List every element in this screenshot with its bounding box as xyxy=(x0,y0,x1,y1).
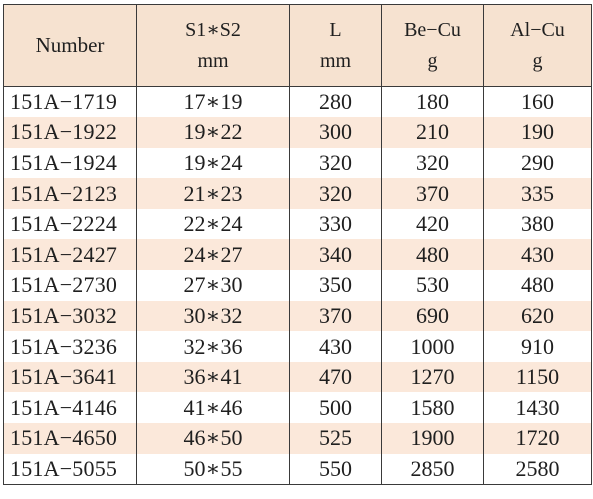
cell-size: 22∗24 xyxy=(136,208,290,240)
header-label: Number xyxy=(35,33,105,58)
table-row: 151A−2224 22∗24 330 420 380 xyxy=(3,208,592,240)
cell-al-cu: 1150 xyxy=(483,361,592,393)
header-label: Be−Cu xyxy=(404,18,461,41)
cell-size: 17∗19 xyxy=(136,86,290,118)
table-row: 151A−2730 27∗30 350 530 480 xyxy=(3,270,592,301)
cell-al-cu: 2580 xyxy=(483,453,592,485)
cell-length: 320 xyxy=(289,178,382,209)
cell-length: 550 xyxy=(289,453,382,485)
cell-al-cu: 380 xyxy=(483,208,592,240)
cell-number: 151A−1924 xyxy=(3,147,137,179)
header-label: L xyxy=(329,18,342,41)
cell-length: 340 xyxy=(289,239,382,271)
cell-size: 41∗46 xyxy=(136,392,290,424)
table-row: 151A−3032 30∗32 370 690 620 xyxy=(3,300,592,332)
cell-size: 32∗36 xyxy=(136,331,290,362)
cell-be-cu: 370 xyxy=(381,178,484,209)
cell-al-cu: 430 xyxy=(483,239,592,271)
table-body: 151A−1719 17∗19 280 180 160 151A−1922 19… xyxy=(3,86,592,485)
cell-length: 280 xyxy=(289,86,382,118)
cell-al-cu: 160 xyxy=(483,86,592,118)
cell-al-cu: 290 xyxy=(483,147,592,179)
cell-size: 30∗32 xyxy=(136,300,290,332)
table-row: 151A−4146 41∗46 500 1580 1430 xyxy=(3,392,592,424)
cell-be-cu: 420 xyxy=(381,208,484,240)
header-label: S1∗S2 xyxy=(185,18,241,41)
cell-number: 151A−1922 xyxy=(3,117,137,148)
header-unit: g xyxy=(532,49,543,72)
cell-length: 330 xyxy=(289,208,382,240)
cell-length: 525 xyxy=(289,423,382,454)
cell-al-cu: 620 xyxy=(483,300,592,332)
table-row: 151A−2427 24∗27 340 480 430 xyxy=(3,239,592,271)
cell-be-cu: 2850 xyxy=(381,453,484,485)
cell-number: 151A−4146 xyxy=(3,392,137,424)
header-unit: mm xyxy=(319,49,352,72)
cell-al-cu: 910 xyxy=(483,331,592,362)
cell-number: 151A−5055 xyxy=(3,453,137,485)
header-number: Number xyxy=(3,4,137,87)
header-label: Al−Cu xyxy=(510,18,565,41)
cell-number: 151A−3641 xyxy=(3,361,137,393)
cell-length: 370 xyxy=(289,300,382,332)
cell-length: 430 xyxy=(289,331,382,362)
table-row: 151A−5055 50∗55 550 2850 2580 xyxy=(3,453,592,485)
table-row: 151A−1719 17∗19 280 180 160 xyxy=(3,86,592,118)
cell-size: 27∗30 xyxy=(136,270,290,301)
header-row: Number S1∗S2 mm L mm Be−Cu g Al−Cu g xyxy=(3,4,592,87)
cell-number: 151A−2730 xyxy=(3,270,137,301)
cell-number: 151A−2123 xyxy=(3,178,137,209)
cell-be-cu: 530 xyxy=(381,270,484,301)
header-size: S1∗S2 mm xyxy=(136,4,290,87)
cell-number: 151A−3032 xyxy=(3,300,137,332)
header-be-cu: Be−Cu g xyxy=(381,4,484,87)
table-row: 151A−1922 19∗22 300 210 190 xyxy=(3,117,592,148)
spec-table: Number S1∗S2 mm L mm Be−Cu g Al−Cu g xyxy=(3,4,592,485)
cell-length: 350 xyxy=(289,270,382,301)
cell-be-cu: 1900 xyxy=(381,423,484,454)
header-unit: g xyxy=(427,49,438,72)
cell-length: 470 xyxy=(289,361,382,393)
spec-table-container: Number S1∗S2 mm L mm Be−Cu g Al−Cu g xyxy=(3,4,592,496)
table-row: 151A−3236 32∗36 430 1000 910 xyxy=(3,331,592,362)
cell-al-cu: 1720 xyxy=(483,423,592,454)
cell-be-cu: 1000 xyxy=(381,331,484,362)
cell-al-cu: 335 xyxy=(483,178,592,209)
table-row: 151A−3641 36∗41 470 1270 1150 xyxy=(3,361,592,393)
cell-number: 151A−3236 xyxy=(3,331,137,362)
cell-size: 50∗55 xyxy=(136,453,290,485)
table-row: 151A−2123 21∗23 320 370 335 xyxy=(3,178,592,209)
cell-length: 320 xyxy=(289,147,382,179)
cell-al-cu: 1430 xyxy=(483,392,592,424)
cell-size: 36∗41 xyxy=(136,361,290,393)
cell-size: 24∗27 xyxy=(136,239,290,271)
cell-be-cu: 180 xyxy=(381,86,484,118)
cell-be-cu: 480 xyxy=(381,239,484,271)
cell-be-cu: 210 xyxy=(381,117,484,148)
cell-be-cu: 690 xyxy=(381,300,484,332)
table-header: Number S1∗S2 mm L mm Be−Cu g Al−Cu g xyxy=(3,4,592,87)
cell-al-cu: 480 xyxy=(483,270,592,301)
cell-number: 151A−2427 xyxy=(3,239,137,271)
cell-be-cu: 320 xyxy=(381,147,484,179)
header-length: L mm xyxy=(289,4,382,87)
cell-size: 21∗23 xyxy=(136,178,290,209)
cell-al-cu: 190 xyxy=(483,117,592,148)
cell-size: 19∗22 xyxy=(136,117,290,148)
cell-number: 151A−4650 xyxy=(3,423,137,454)
cell-length: 500 xyxy=(289,392,382,424)
cell-be-cu: 1580 xyxy=(381,392,484,424)
table-row: 151A−1924 19∗24 320 320 290 xyxy=(3,147,592,179)
cell-be-cu: 1270 xyxy=(381,361,484,393)
cell-length: 300 xyxy=(289,117,382,148)
cell-number: 151A−1719 xyxy=(3,86,137,118)
header-unit: mm xyxy=(197,49,229,72)
table-row: 151A−4650 46∗50 525 1900 1720 xyxy=(3,423,592,454)
cell-size: 46∗50 xyxy=(136,423,290,454)
header-al-cu: Al−Cu g xyxy=(483,4,592,87)
cell-size: 19∗24 xyxy=(136,147,290,179)
cell-number: 151A−2224 xyxy=(3,208,137,240)
